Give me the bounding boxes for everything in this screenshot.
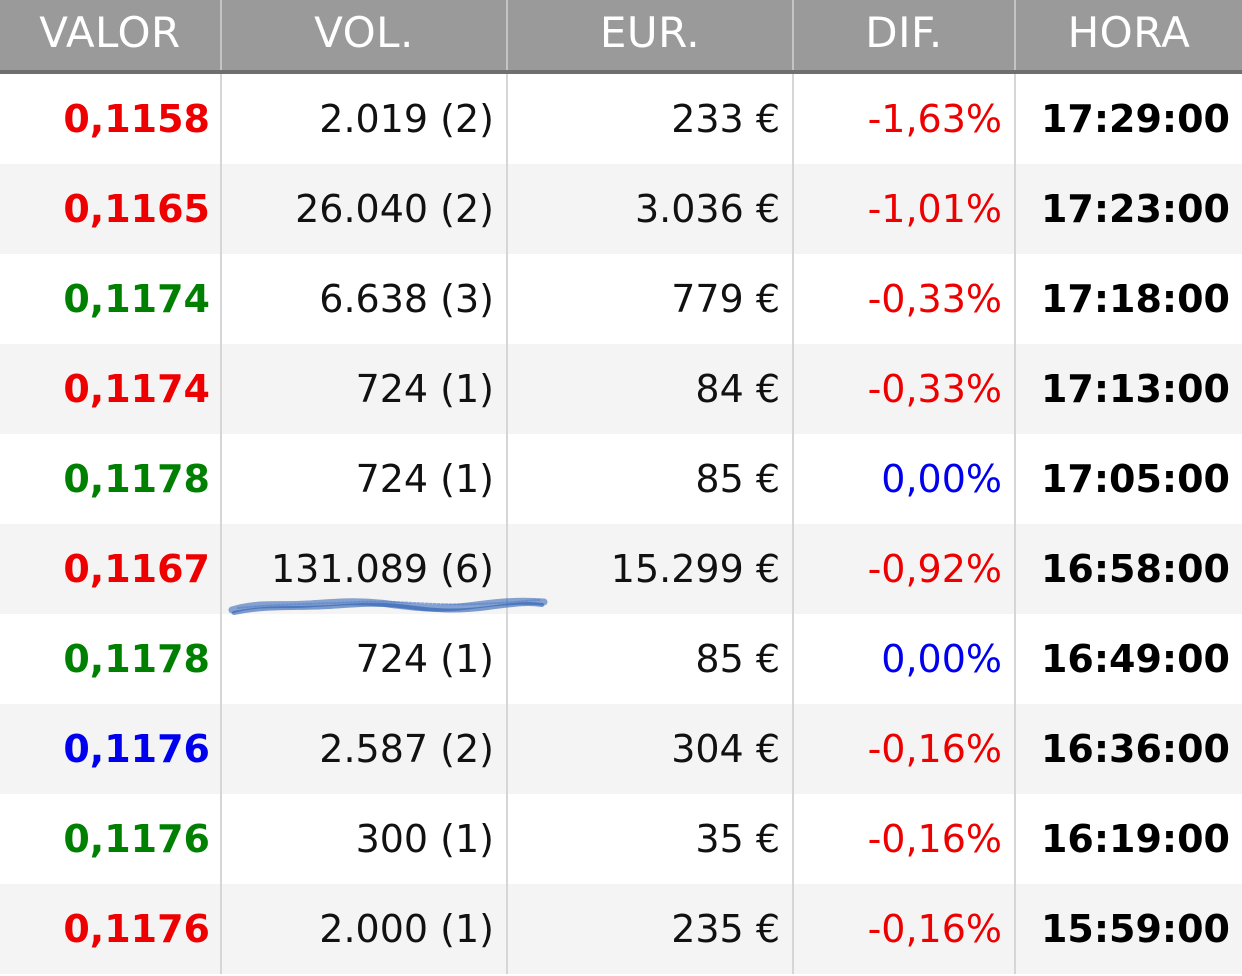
cell-eur: 35 €	[508, 794, 794, 884]
cell-hora: 16:58:00	[1040, 547, 1230, 591]
cell-hora: 17:29:00	[1040, 97, 1230, 141]
cell-dif: -0,33%	[794, 254, 1016, 344]
table-header: VALOR VOL. EUR. DIF. HORA	[0, 0, 1242, 74]
cell-vol: 131.089 (6)	[222, 524, 508, 614]
table-row[interactable]: 0,1176 2.587 (2) 304 € -0,16% 16:36:00	[0, 704, 1242, 794]
column-header-eur[interactable]: EUR.	[508, 0, 794, 70]
cell-valor: 0,1176	[0, 794, 222, 884]
cell-vol: 300 (1)	[222, 794, 508, 884]
cell-vol: 26.040 (2)	[222, 164, 508, 254]
cell-dif: -0,33%	[794, 344, 1016, 434]
cell-valor: 0,1178	[0, 434, 222, 524]
cell-vol: 724 (1)	[222, 614, 508, 704]
cell-dif: -1,01%	[794, 164, 1016, 254]
table-row[interactable]: 0,1174 724 (1) 84 € -0,33% 17:13:00	[0, 344, 1242, 434]
cell-valor: 0,1174	[0, 254, 222, 344]
cell-vol: 2.587 (2)	[222, 704, 508, 794]
cell-dif: 0,00%	[794, 614, 1016, 704]
table-body: 0,1158 2.019 (2) 233 € -1,63% 17:29:00 0,1165…	[0, 74, 1242, 974]
table-row[interactable]: 0,1176 300 (1) 35 € -0,16% 16:19:00	[0, 794, 1242, 884]
cell-hora: 16:19:00	[1040, 817, 1230, 861]
cell-valor: 0,1174	[0, 344, 222, 434]
table-row[interactable]: 0,1158 2.019 (2) 233 € -1,63% 17:29:00	[0, 74, 1242, 164]
cell-vol: 2.019 (2)	[222, 74, 508, 164]
table-row[interactable]: 0,1167 131.089 (6) 15.299 € -0,92% 16:58:00	[0, 524, 1242, 614]
cell-hora: 17:05:00	[1040, 457, 1230, 501]
cell-hora: 17:13:00	[1040, 367, 1230, 411]
cell-vol: 2.000 (1)	[222, 884, 508, 974]
cell-valor: 0,1178	[0, 614, 222, 704]
cell-eur: 85 €	[508, 434, 794, 524]
column-header-dif[interactable]: DIF.	[794, 0, 1016, 70]
cell-valor: 0,1176	[0, 704, 222, 794]
table-row[interactable]: 0,1178 724 (1) 85 €0,00% 17:05:00	[0, 434, 1242, 524]
table-row[interactable]: 0,1174 6.638 (3) 779 € -0,33% 17:18:00	[0, 254, 1242, 344]
cell-eur: 85 €	[508, 614, 794, 704]
cell-eur: 3.036 €	[508, 164, 794, 254]
cell-dif: -0,16%	[794, 704, 1016, 794]
column-header-hora[interactable]: HORA	[1067, 7, 1191, 57]
cell-eur: 235 €	[508, 884, 794, 974]
cell-vol: 6.638 (3)	[222, 254, 508, 344]
cell-hora: 16:36:00	[1040, 727, 1230, 771]
cell-valor: 0,1158	[0, 74, 222, 164]
cell-dif: -0,16%	[794, 794, 1016, 884]
table-row[interactable]: 0,1176 2.000 (1) 235 € -0,16% 15:59:00	[0, 884, 1242, 974]
cell-hora: 15:59:00	[1040, 907, 1230, 951]
cell-valor: 0,1176	[0, 884, 222, 974]
cell-dif: -0,92%	[794, 524, 1016, 614]
table-row[interactable]: 0,1165 26.040 (2) 3.036 € -1,01% 17:23:00	[0, 164, 1242, 254]
column-header-vol[interactable]: VOL.	[222, 0, 508, 70]
cell-valor: 0,1167	[0, 524, 222, 614]
cell-hora: 17:23:00	[1040, 187, 1230, 231]
cell-vol: 724 (1)	[222, 434, 508, 524]
cell-dif: -0,16%	[794, 884, 1016, 974]
cell-valor: 0,1165	[0, 164, 222, 254]
cell-hora: 17:18:00	[1040, 277, 1230, 321]
cell-dif: 0,00%	[794, 434, 1016, 524]
cell-eur: 15.299 €	[508, 524, 794, 614]
cell-eur: 233 €	[508, 74, 794, 164]
column-header-valor[interactable]: VALOR	[0, 0, 222, 70]
table-row[interactable]: 0,1178 724 (1) 85 €0,00% 16:49:00	[0, 614, 1242, 704]
cell-dif: -1,63%	[794, 74, 1016, 164]
cell-eur: 84 €	[508, 344, 794, 434]
cell-eur: 779 €	[508, 254, 794, 344]
cell-hora: 16:49:00	[1040, 637, 1230, 681]
cell-vol: 724 (1)	[222, 344, 508, 434]
cell-eur: 304 €	[508, 704, 794, 794]
